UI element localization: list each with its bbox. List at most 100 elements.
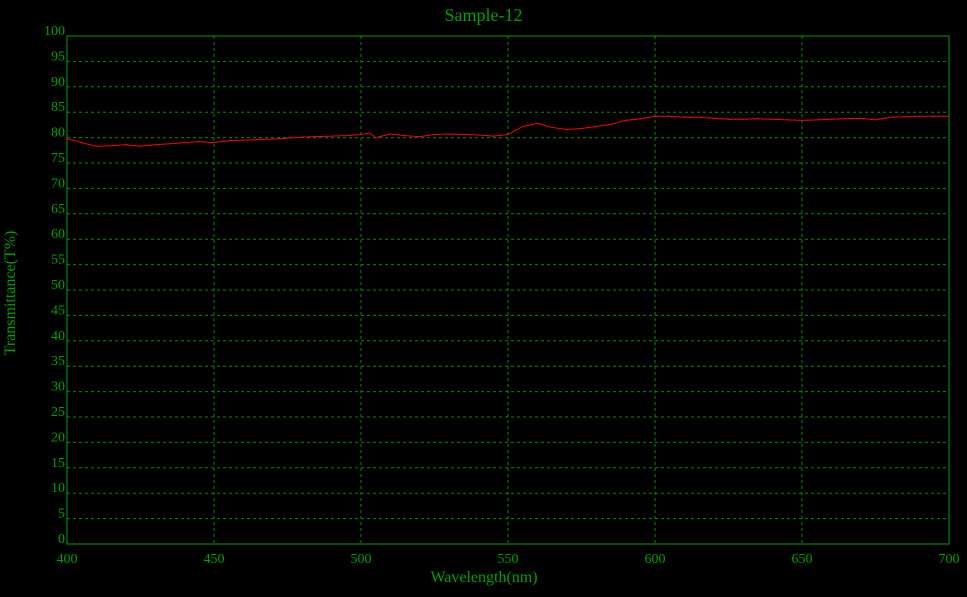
y-tick-label: 20	[51, 430, 65, 445]
plot-frame	[66, 35, 950, 545]
data-point	[316, 135, 318, 138]
data-point	[404, 134, 406, 137]
data-point	[580, 127, 583, 130]
data-point	[683, 116, 686, 118]
data-point	[433, 133, 436, 136]
data-point	[919, 115, 921, 117]
data-point	[139, 145, 142, 147]
data-point	[639, 118, 641, 120]
y-tick-label: 45	[51, 303, 65, 318]
data-point	[448, 133, 450, 135]
data-point	[772, 118, 774, 120]
y-tick-label: 0	[58, 532, 65, 547]
data-point	[286, 137, 289, 139]
data-point	[228, 140, 230, 142]
y-tick-label: 95	[51, 49, 65, 64]
data-point	[845, 118, 847, 120]
data-point	[492, 135, 494, 137]
x-tick-label: 450	[204, 552, 225, 567]
data-point	[948, 115, 950, 117]
data-point	[375, 137, 377, 139]
data-point	[507, 133, 509, 136]
data-point	[830, 118, 833, 120]
y-axis-label: Transmittance(T%)	[2, 231, 19, 356]
data-point	[713, 117, 715, 119]
data-point	[478, 134, 480, 136]
data-point	[331, 135, 333, 137]
data-point	[360, 133, 362, 136]
y-tick-label: 55	[51, 253, 65, 268]
y-tick-label: 50	[51, 278, 65, 293]
data-points	[66, 115, 950, 147]
data-point	[369, 132, 371, 134]
data-point	[566, 128, 568, 131]
data-point	[95, 145, 97, 147]
x-tick-label: 400	[57, 552, 78, 567]
y-tick-label: 85	[51, 100, 65, 115]
y-tick-label: 10	[51, 481, 65, 496]
data-point	[242, 139, 244, 141]
y-tick-label: 90	[51, 75, 65, 90]
data-point	[463, 133, 465, 136]
data-point	[727, 118, 730, 120]
y-tick-label: 65	[51, 202, 65, 217]
y-tick-label: 80	[51, 126, 65, 141]
data-point	[904, 116, 906, 118]
data-point	[154, 144, 156, 146]
y-tick-labels: 0 5 10 15 20 25 30 35 40 45 50 55 60 65 70 75 80 85 90 95 10…	[44, 24, 65, 547]
data-point	[816, 119, 818, 121]
y-tick-label: 40	[51, 329, 65, 344]
data-point	[654, 115, 656, 117]
y-tick-label: 30	[51, 380, 65, 395]
data-point	[169, 143, 171, 145]
y-tick-label: 75	[51, 151, 65, 166]
data-point	[257, 139, 259, 141]
data-point	[198, 141, 200, 143]
x-tick-label: 600	[645, 552, 666, 567]
data-point	[874, 119, 877, 121]
x-tick-labels: 400 450 500 550 600 650 700	[57, 552, 960, 567]
data-point	[301, 136, 303, 138]
chart-title: Sample-12	[445, 5, 523, 25]
y-tick-label: 25	[51, 405, 65, 420]
data-point	[625, 119, 627, 121]
data-point	[389, 133, 391, 135]
data-point	[595, 125, 597, 128]
data-point	[522, 125, 524, 128]
data-point	[125, 144, 127, 146]
data-point	[860, 117, 862, 119]
data-point	[742, 118, 744, 120]
data-point	[801, 119, 803, 121]
data-point	[669, 115, 671, 117]
x-tick-label: 550	[498, 552, 519, 567]
data-point	[419, 135, 421, 138]
data-point	[786, 119, 788, 121]
y-tick-label: 5	[58, 507, 65, 522]
data-point	[81, 142, 83, 144]
data-point	[757, 118, 759, 120]
data-point	[66, 138, 68, 140]
series-line-transmittance	[66, 115, 949, 147]
x-axis-label: Wavelength(nm)	[430, 569, 537, 586]
y-tick-label: 35	[51, 354, 65, 369]
y-tick-label: 100	[44, 24, 65, 39]
data-point	[213, 142, 215, 144]
data-point	[345, 134, 347, 137]
data-point	[184, 142, 186, 144]
data-point	[889, 116, 891, 118]
data-point	[610, 123, 612, 125]
data-point	[272, 138, 274, 140]
x-tick-label: 650	[792, 552, 813, 567]
x-tick-label: 500	[351, 552, 372, 567]
data-point	[698, 116, 700, 118]
y-tick-label: 70	[51, 176, 65, 191]
data-point	[551, 126, 553, 129]
data-point	[110, 145, 112, 147]
y-tick-label: 15	[51, 456, 65, 471]
y-tick-label: 60	[51, 227, 65, 242]
x-tick-label: 700	[939, 552, 960, 567]
data-point	[536, 122, 539, 124]
